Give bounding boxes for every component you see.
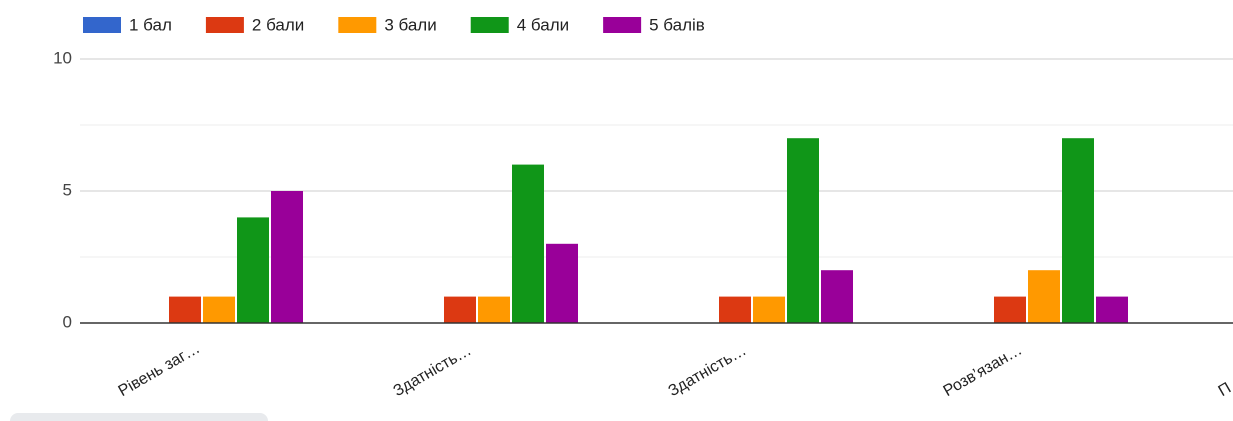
legend-swatch [205, 17, 244, 33]
bar [753, 296, 785, 323]
legend-label: 1 бал [129, 15, 172, 34]
legend-label: 5 балів [649, 15, 705, 34]
legend-label: 2 бали [252, 15, 304, 34]
bar [444, 296, 476, 323]
x-tick-label: Розв’язан… [941, 341, 1026, 400]
bar [169, 296, 201, 323]
bar [203, 296, 235, 323]
x-tick-label: Здатність… [391, 342, 475, 400]
bar [1062, 138, 1094, 323]
bar [478, 296, 510, 323]
legend-label: 4 бали [517, 15, 569, 34]
legend-swatch [83, 17, 121, 33]
legend-swatch [470, 17, 509, 33]
x-tick-label: Здатність… [666, 342, 750, 400]
bar [512, 164, 544, 323]
x-tick-label: П [1216, 380, 1233, 400]
legend-swatch [603, 17, 642, 33]
bar [237, 217, 269, 323]
bar [787, 138, 819, 323]
x-tick-label: Рівень заг… [116, 340, 203, 400]
legend-swatch [338, 17, 377, 33]
bar [1096, 296, 1128, 323]
bar [546, 243, 578, 323]
y-tick-label: 0 [63, 312, 72, 331]
y-tick-label: 10 [53, 48, 72, 67]
scrollbar [10, 413, 268, 421]
bar [821, 270, 853, 323]
legend-label: 3 бали [384, 15, 436, 34]
bar [271, 191, 303, 323]
bar [1028, 270, 1060, 323]
bar [994, 296, 1026, 323]
y-tick-label: 5 [63, 180, 72, 199]
bar [719, 296, 751, 323]
